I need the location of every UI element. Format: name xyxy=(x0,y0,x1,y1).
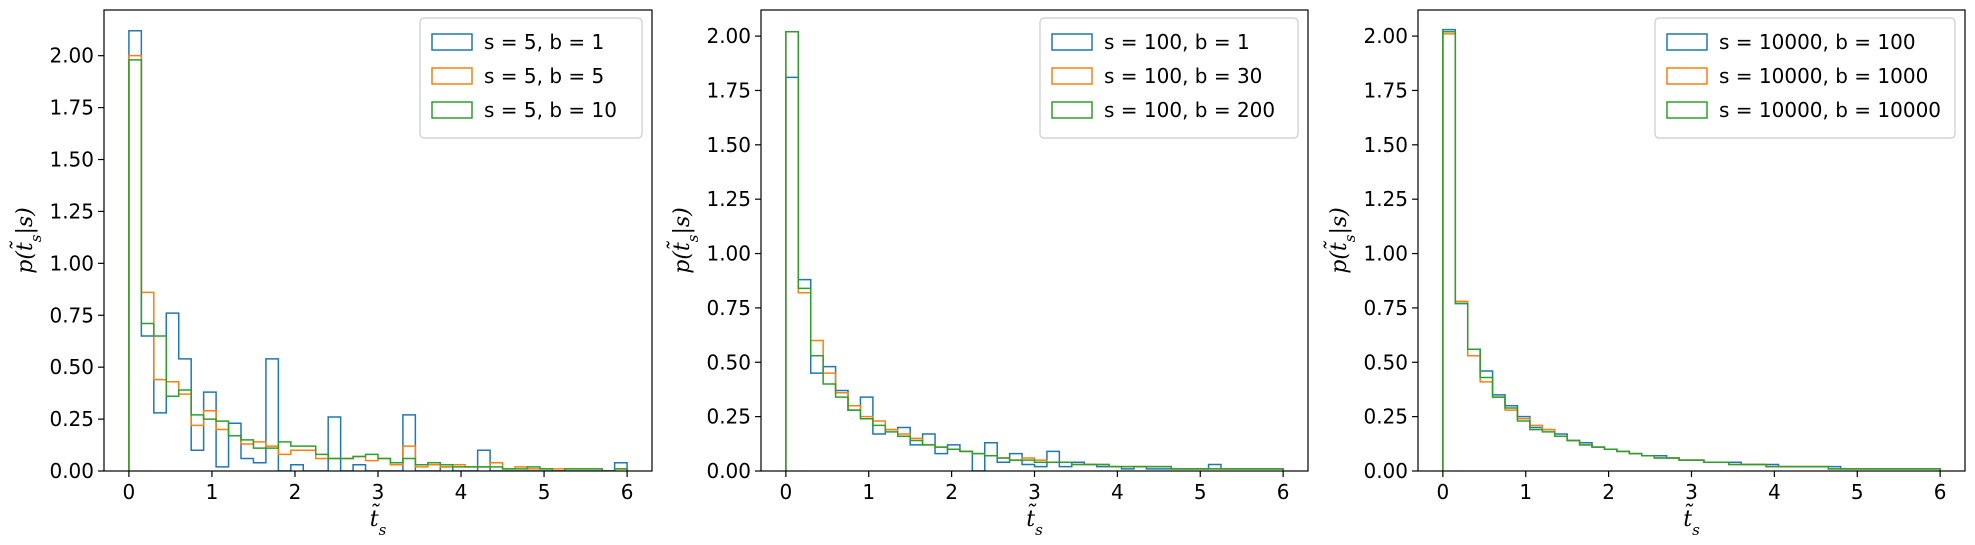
x-tick-label: 2 xyxy=(945,480,958,504)
y-tick-label: 1.50 xyxy=(706,133,751,157)
legend: s = 5, b = 1 s = 5, b = 5 s = 5, b = 10 xyxy=(419,17,643,139)
legend-swatch xyxy=(1666,101,1708,119)
legend-swatch xyxy=(1051,101,1093,119)
y-tick-label: 1.25 xyxy=(706,187,751,211)
legend-frame xyxy=(1654,17,1956,139)
x-tick-label: 3 xyxy=(1685,480,1698,504)
legend: s = 100, b = 1 s = 100, b = 30 s = 100, b … xyxy=(1039,17,1299,139)
x-tick-label: 4 xyxy=(1768,480,1781,504)
x-tick-label: 2 xyxy=(289,480,302,504)
y-tick-label: 0.00 xyxy=(49,459,94,483)
x-axis-label: t̃s xyxy=(1683,502,1700,539)
x-tick-label: 5 xyxy=(1194,480,1207,504)
y-axis-label: p(t̃s|s) xyxy=(1322,207,1359,274)
x-axis-label: t̃s xyxy=(1026,502,1043,539)
y-axis-label: p(t̃s|s) xyxy=(8,207,45,274)
legend-entry-label: s = 10000, b = 10000 xyxy=(1719,98,1941,122)
y-tick-label: 0.00 xyxy=(1363,459,1408,483)
x-tick-label: 0 xyxy=(779,480,792,504)
legend-swatch xyxy=(1051,33,1093,51)
x-tick-label: 6 xyxy=(1934,480,1947,504)
y-tick-label: 0.00 xyxy=(706,459,751,483)
y-tick-label: 1.75 xyxy=(1363,78,1408,102)
series-group xyxy=(128,30,628,471)
x-axis-label: t̃s xyxy=(370,502,387,539)
x-tick-label: 2 xyxy=(1602,480,1615,504)
y-tick-label: 0.25 xyxy=(49,407,94,431)
y-tick-label: 0.50 xyxy=(706,350,751,374)
x-tick-label: 5 xyxy=(1851,480,1864,504)
legend-swatch xyxy=(1051,67,1093,85)
y-tick-label: 2.00 xyxy=(1363,24,1408,48)
y-axis-label: p(t̃s|s) xyxy=(665,207,702,274)
legend-swatch xyxy=(1666,33,1708,51)
y-tick-label: 1.25 xyxy=(1363,187,1408,211)
x-tick-label: 6 xyxy=(621,480,634,504)
series-group xyxy=(785,31,1284,471)
x-tick-label: 3 xyxy=(1028,480,1041,504)
y-tick-label: 0.25 xyxy=(1363,405,1408,429)
y-tick-label: 0.25 xyxy=(706,405,751,429)
legend-entry-label: s = 10000, b = 100 xyxy=(1719,30,1916,54)
x-tick-label: 5 xyxy=(538,480,551,504)
x-tick-label: 1 xyxy=(1519,480,1532,504)
legend-swatch xyxy=(431,67,473,85)
y-tick-label: 1.25 xyxy=(49,199,94,223)
y-tick-label: 1.50 xyxy=(49,148,94,172)
x-tick-label: 0 xyxy=(1436,480,1449,504)
legend-entry-label: s = 5, b = 5 xyxy=(484,64,604,88)
x-tick-label: 1 xyxy=(862,480,875,504)
legend-frame xyxy=(1039,17,1299,139)
y-tick-label: 2.00 xyxy=(706,24,751,48)
y-tick-label: 0.50 xyxy=(1363,350,1408,374)
legend-entry-label: s = 100, b = 30 xyxy=(1104,64,1262,88)
x-tick-label: 3 xyxy=(372,480,385,504)
series-group xyxy=(1442,28,1941,471)
x-tick-label: 1 xyxy=(206,480,219,504)
panel-2: 0 1 2 3 4 5 6 0.00 0.25 0.50 0.75 1.00 1.25 1.50 1.75 2… xyxy=(665,9,1309,539)
y-tick-label: 2.00 xyxy=(49,44,94,68)
legend-entry-label: s = 100, b = 1 xyxy=(1104,30,1250,54)
histogram-series-3 xyxy=(128,59,628,471)
panel-1: 0 1 2 3 4 5 6 0.00 0.25 0.50 0.75 1.00 1.25 1.50 1.75 2… xyxy=(8,9,653,539)
legend: s = 10000, b = 100 s = 10000, b = 1000 s =… xyxy=(1654,17,1956,139)
x-tick-label: 4 xyxy=(1111,480,1124,504)
histogram-series-3 xyxy=(785,31,1284,471)
legend-swatch xyxy=(1666,67,1708,85)
legend-entry-label: s = 5, b = 10 xyxy=(484,98,617,122)
legend-swatch xyxy=(431,33,473,51)
y-tick-label: 0.75 xyxy=(49,303,94,327)
legend-entry-label: s = 10000, b = 1000 xyxy=(1719,64,1928,88)
y-tick-label: 1.00 xyxy=(1363,242,1408,266)
y-tick-label: 0.75 xyxy=(706,296,751,320)
legend-swatch xyxy=(431,101,473,119)
histogram-series-3 xyxy=(1442,31,1941,471)
x-tick-label: 6 xyxy=(1277,480,1290,504)
y-tick-label: 0.75 xyxy=(1363,296,1408,320)
legend-entry-label: s = 100, b = 200 xyxy=(1104,98,1275,122)
x-tick-label: 4 xyxy=(455,480,468,504)
y-tick-label: 1.75 xyxy=(49,96,94,120)
y-tick-label: 1.00 xyxy=(49,251,94,275)
histogram-series-1 xyxy=(128,30,628,471)
y-tick-label: 1.50 xyxy=(1363,133,1408,157)
legend-entry-label: s = 5, b = 1 xyxy=(484,30,604,54)
panel-3: 0 1 2 3 4 5 6 0.00 0.25 0.50 0.75 1.00 1.25 1.50 1.75 2… xyxy=(1322,9,1966,539)
legend-frame xyxy=(419,17,643,139)
y-tick-label: 1.75 xyxy=(706,78,751,102)
y-tick-label: 1.00 xyxy=(706,242,751,266)
y-tick-label: 0.50 xyxy=(49,355,94,379)
x-tick-label: 0 xyxy=(123,480,136,504)
